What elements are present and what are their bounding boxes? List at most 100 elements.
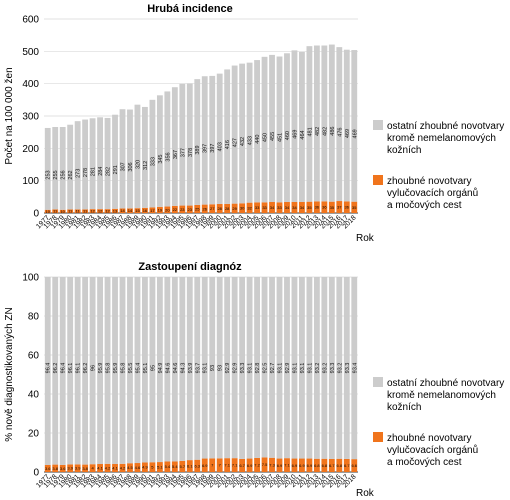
data-label-uro: 7.1 [284, 463, 290, 468]
data-label-uro: 7.2 [254, 462, 260, 467]
bar-segment-other [246, 277, 253, 459]
data-label-other: 306 [128, 162, 134, 171]
data-label-uro: 12 [98, 209, 103, 214]
data-label-other: 95.9 [98, 363, 104, 374]
bar-segment-other [119, 109, 126, 209]
bar-segment-uro [89, 464, 96, 472]
data-label-uro: 5.4 [172, 464, 178, 469]
data-label-other: 469 [292, 130, 298, 139]
bar-segment-uro [179, 460, 186, 472]
data-label-uro: 28 [217, 206, 222, 211]
bar-segment-other [134, 104, 141, 209]
data-label-other: 93.1 [203, 363, 209, 374]
data-label-uro: 11 [68, 209, 73, 214]
data-label-uro: 5.7 [180, 464, 186, 469]
bar-segment-uro [112, 464, 118, 472]
bar-segment-uro [291, 202, 298, 213]
data-label-other: 92.9 [225, 363, 231, 374]
data-label-other: 278 [83, 168, 89, 177]
data-label-uro: 6.8 [314, 463, 320, 468]
data-label-uro: 34 [270, 205, 275, 210]
data-label-other: 93 [210, 365, 216, 371]
bar-segment-other [343, 49, 350, 202]
data-label-uro: 6.3 [194, 463, 200, 468]
bar-segment-other [67, 124, 74, 210]
bar-segment-uro [74, 464, 81, 472]
bar-segment-other [209, 75, 216, 205]
bar-segment-uro [97, 464, 103, 472]
bar-segment-uro [276, 458, 283, 472]
chart-title: Hrubá incidence [147, 3, 233, 15]
data-label-uro: 6.9 [292, 463, 298, 468]
bar-segment-uro [209, 204, 216, 213]
data-label-other: 397 [203, 144, 209, 153]
data-label-other: 416 [225, 140, 231, 149]
bar-segment-uro [246, 202, 253, 213]
data-label-other: 281 [91, 167, 97, 176]
data-label-uro: 4.2 [120, 465, 126, 470]
bar-segment-other [44, 127, 51, 210]
data-label-uro: 6.1 [187, 464, 193, 469]
data-label-other: 92.8 [255, 363, 261, 374]
bar-segment-uro [127, 208, 133, 213]
bar-segment-other [74, 121, 81, 210]
data-label-uro: 26 [203, 206, 208, 211]
bar-segment-uro [209, 458, 216, 472]
bar-segment-uro [104, 463, 111, 472]
bar-segment-other [306, 46, 313, 202]
bar-segment-uro [343, 201, 350, 213]
data-label-uro: 34 [285, 205, 290, 210]
data-label-uro: 7.3 [269, 462, 275, 467]
bar-segment-other [179, 277, 186, 461]
data-label-uro: 34 [300, 205, 305, 210]
bar-segment-other [239, 277, 246, 459]
data-label-uro: 11 [53, 209, 58, 214]
data-label-uro: 3.9 [67, 466, 73, 471]
data-label-uro: 5 [151, 465, 154, 470]
bar-segment-other [127, 277, 133, 464]
bar-segment-other [89, 277, 96, 465]
data-label-uro: 12 [105, 209, 110, 214]
data-label-uro: 17 [150, 208, 155, 213]
data-label-other: 96.4 [61, 363, 67, 374]
bar-segment-uro [261, 202, 268, 213]
bar-segment-other [82, 277, 89, 465]
bar-segment-other [127, 109, 133, 209]
legend-label: zhoubné novotvary [387, 433, 472, 444]
data-label-other: 93.1 [248, 363, 254, 374]
bar-segment-other [142, 277, 148, 463]
legend-swatch-other [373, 120, 383, 130]
legend-label: ostatní zhoubné novotvary [387, 378, 504, 389]
bar-segment-uro [336, 458, 343, 472]
y-tick-label: 100 [22, 273, 39, 284]
data-label-uro: 10 [46, 209, 51, 214]
data-label-other: 482 [322, 127, 328, 136]
bar-segment-uro [194, 204, 201, 213]
bar-segment-uro [254, 457, 260, 472]
bar-segment-other [209, 277, 216, 459]
bar-segment-uro [52, 464, 59, 472]
data-label-uro: 29 [232, 206, 237, 211]
bar-segment-uro [284, 458, 290, 472]
data-label-other: 92.9 [285, 363, 291, 374]
data-label-other: 377 [180, 148, 186, 157]
data-label-other: 95.1 [143, 363, 149, 374]
data-label-other: 95.8 [121, 363, 127, 374]
data-label-other: 93.7 [195, 363, 201, 374]
bar-segment-uro [156, 462, 163, 472]
bar-segment-uro [343, 458, 350, 472]
bar-segment-uro [74, 209, 81, 213]
data-label-uro: 4.1 [97, 466, 103, 471]
data-label-uro: 23 [180, 207, 185, 212]
bar-segment-other [224, 277, 231, 459]
data-label-uro: 5.4 [165, 464, 171, 469]
data-label-uro: 37 [337, 205, 342, 210]
data-label-uro: 6.7 [329, 463, 335, 468]
bar-segment-other [299, 51, 305, 203]
data-label-uro: 25 [195, 206, 200, 211]
data-label-other: 433 [248, 136, 254, 145]
data-label-uro: 4.9 [142, 465, 148, 470]
legend-label: vylučovacích orgánů [387, 444, 478, 456]
bar-segment-uro [321, 201, 328, 213]
